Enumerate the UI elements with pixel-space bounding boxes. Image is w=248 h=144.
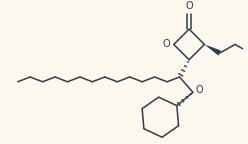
Text: O: O [185,1,193,11]
Polygon shape [204,44,221,56]
Text: O: O [162,39,170,49]
Text: O: O [196,85,203,95]
